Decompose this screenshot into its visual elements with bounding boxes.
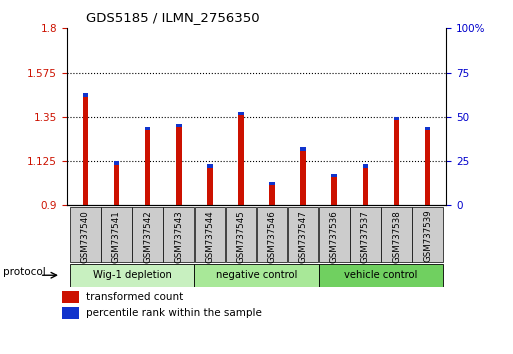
Bar xyxy=(363,164,368,205)
FancyBboxPatch shape xyxy=(70,207,101,262)
FancyBboxPatch shape xyxy=(381,207,412,262)
Bar xyxy=(62,291,79,303)
FancyBboxPatch shape xyxy=(412,207,443,262)
Bar xyxy=(363,164,368,168)
Bar xyxy=(176,124,182,205)
Bar xyxy=(269,182,275,205)
Text: GSM737544: GSM737544 xyxy=(205,210,214,263)
FancyBboxPatch shape xyxy=(194,207,225,262)
Bar xyxy=(331,174,337,177)
Text: GSM737541: GSM737541 xyxy=(112,210,121,263)
Text: GSM737546: GSM737546 xyxy=(268,210,277,263)
Bar xyxy=(301,147,306,151)
Bar xyxy=(176,124,182,127)
Text: GSM737543: GSM737543 xyxy=(174,210,183,263)
Text: GSM737547: GSM737547 xyxy=(299,210,308,263)
FancyBboxPatch shape xyxy=(194,264,319,287)
FancyBboxPatch shape xyxy=(226,207,256,262)
Text: GDS5185 / ILMN_2756350: GDS5185 / ILMN_2756350 xyxy=(86,11,259,24)
FancyBboxPatch shape xyxy=(132,207,163,262)
Bar xyxy=(114,161,120,205)
Bar xyxy=(301,147,306,205)
Bar xyxy=(269,182,275,185)
FancyBboxPatch shape xyxy=(101,207,132,262)
FancyBboxPatch shape xyxy=(164,207,194,262)
Bar xyxy=(393,117,399,205)
FancyBboxPatch shape xyxy=(288,207,319,262)
Text: transformed count: transformed count xyxy=(86,292,183,302)
FancyBboxPatch shape xyxy=(319,207,349,262)
Text: GSM737538: GSM737538 xyxy=(392,210,401,263)
Bar xyxy=(145,127,150,205)
Bar xyxy=(145,127,150,130)
Bar xyxy=(83,93,88,205)
Bar xyxy=(207,164,212,168)
Text: vehicle control: vehicle control xyxy=(344,270,418,280)
Text: percentile rank within the sample: percentile rank within the sample xyxy=(86,308,262,318)
Bar xyxy=(425,127,430,130)
Text: GSM737540: GSM737540 xyxy=(81,210,90,263)
Bar xyxy=(425,127,430,205)
Bar xyxy=(331,174,337,205)
Bar xyxy=(238,112,244,115)
Text: GSM737542: GSM737542 xyxy=(143,210,152,263)
Text: GSM737537: GSM737537 xyxy=(361,210,370,263)
FancyBboxPatch shape xyxy=(70,264,194,287)
FancyBboxPatch shape xyxy=(257,207,287,262)
Text: GSM737539: GSM737539 xyxy=(423,210,432,262)
Bar xyxy=(207,164,212,205)
FancyBboxPatch shape xyxy=(350,207,381,262)
Text: Wig-1 depletion: Wig-1 depletion xyxy=(93,270,171,280)
Text: GSM737536: GSM737536 xyxy=(330,210,339,263)
FancyBboxPatch shape xyxy=(319,264,443,287)
Bar xyxy=(114,161,120,165)
Bar xyxy=(83,93,88,97)
Bar xyxy=(62,307,79,319)
Text: GSM737545: GSM737545 xyxy=(236,210,245,263)
Bar xyxy=(393,117,399,120)
Bar xyxy=(238,112,244,205)
Text: negative control: negative control xyxy=(216,270,297,280)
Text: protocol: protocol xyxy=(3,267,46,277)
